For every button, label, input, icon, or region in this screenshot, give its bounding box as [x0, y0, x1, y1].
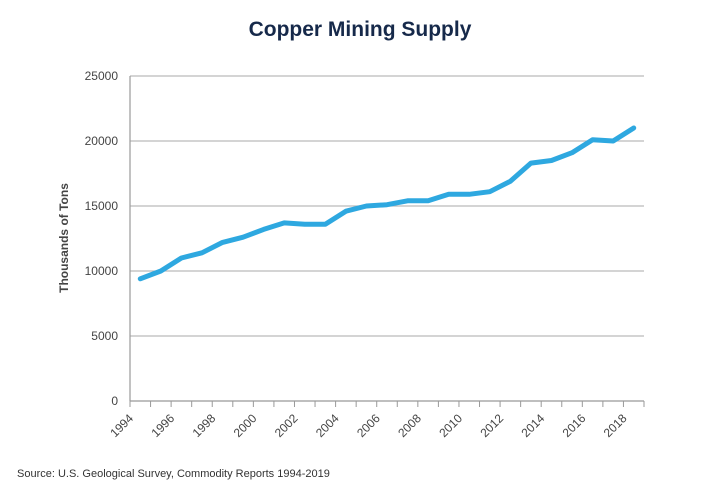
x-tick-label: 1996: [148, 411, 177, 440]
source-note: Source: U.S. Geological Survey, Commodit…: [17, 468, 330, 480]
x-tick-label: 2004: [313, 411, 342, 440]
y-tick-label: 10000: [85, 264, 119, 278]
x-tick-label: 2018: [601, 411, 630, 440]
y-axis-label: Thousands of Tons: [57, 183, 71, 293]
x-tick-label: 1994: [107, 411, 136, 440]
y-tick-label: 25000: [85, 69, 119, 83]
y-tick-label: 0: [111, 394, 118, 408]
x-tick-label: 2010: [436, 411, 465, 440]
y-tick-label: 20000: [85, 134, 119, 148]
y-tick-label: 15000: [85, 199, 119, 213]
series-line: [137, 125, 637, 282]
x-tick-label: 2012: [477, 411, 506, 440]
x-tick-label: 2016: [560, 411, 589, 440]
x-tick-label: 2008: [395, 411, 424, 440]
x-tick-label: 1998: [190, 411, 219, 440]
x-tick-label: 2002: [272, 411, 301, 440]
chart-title: Copper Mining Supply: [248, 18, 472, 41]
x-tick-label: 2006: [354, 411, 383, 440]
x-tick-label: 2014: [519, 411, 548, 440]
x-tick-label: 2000: [231, 411, 260, 440]
y-tick-label: 5000: [91, 329, 118, 343]
